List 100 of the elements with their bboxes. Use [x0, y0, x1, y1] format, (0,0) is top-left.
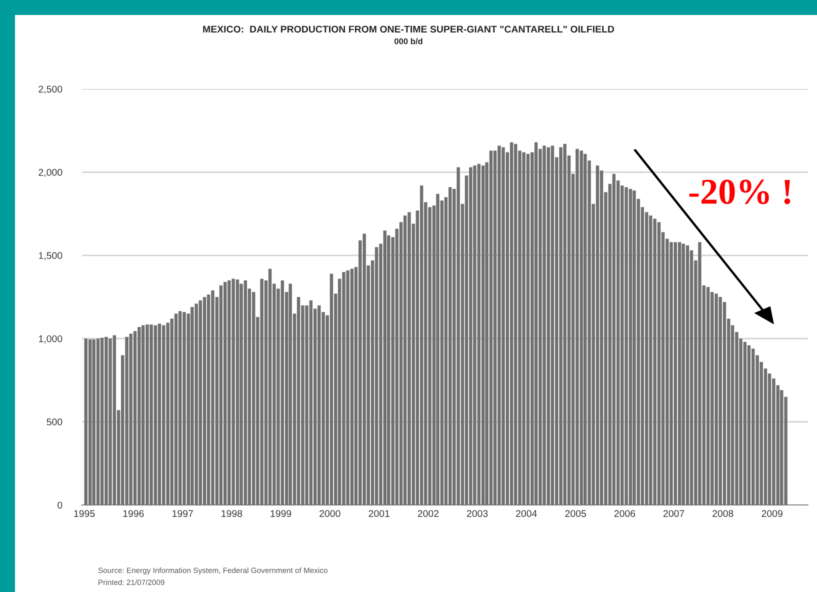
bar [550, 146, 554, 505]
bar [223, 282, 227, 505]
bar [162, 325, 166, 505]
bar [252, 292, 256, 505]
y-tick-label: 1,500 [38, 252, 62, 260]
bar [158, 324, 162, 505]
bar [150, 324, 153, 505]
bar [330, 274, 334, 505]
bar [448, 187, 452, 505]
x-tick-label: 2006 [614, 510, 636, 517]
bar [383, 230, 386, 505]
bar [268, 268, 272, 505]
bar [346, 270, 350, 505]
bar [129, 334, 132, 505]
x-tick-label: 2008 [712, 510, 734, 517]
bar [280, 280, 284, 505]
bar [436, 194, 440, 505]
bar [166, 322, 170, 505]
bar [514, 144, 518, 505]
bar [206, 294, 210, 505]
bar [288, 284, 292, 505]
bar [686, 245, 690, 505]
bar [198, 300, 202, 505]
x-tick-label: 2002 [418, 510, 439, 517]
bar [240, 284, 243, 505]
bar [84, 338, 88, 505]
y-tick-label: 1,000 [38, 335, 62, 344]
bar [747, 345, 751, 505]
x-tick-label: 1995 [74, 510, 95, 517]
bar [104, 336, 108, 505]
x-tick-label: 1997 [172, 510, 193, 517]
bar [420, 186, 424, 505]
bar [502, 147, 505, 505]
x-tick-label: 1999 [270, 510, 292, 517]
bar [211, 290, 214, 505]
bar [108, 338, 112, 505]
bar [260, 278, 264, 505]
bar [141, 325, 145, 505]
bar [674, 242, 678, 505]
bar [559, 147, 562, 505]
bar [408, 212, 411, 505]
bar [342, 272, 346, 505]
chart-subtitle: 000 b/d [394, 38, 422, 44]
bar [138, 326, 141, 505]
bar [178, 311, 182, 505]
bar [682, 244, 685, 505]
x-tick-label: 2005 [565, 510, 586, 517]
bar [456, 167, 460, 505]
bar [236, 280, 240, 505]
bar [133, 331, 137, 505]
bar [698, 242, 702, 505]
x-tick-label: 2001 [368, 510, 390, 517]
bar [522, 152, 526, 505]
chart-title: MEXICO: DAILY PRODUCTION FROM ONE-TIME SUPER-GIANT "CANTARELL" OILFIELD [203, 26, 614, 33]
bar [477, 164, 481, 505]
bar [657, 222, 661, 505]
annotation: -20% ! [689, 180, 790, 204]
bar [584, 154, 587, 505]
bar [580, 150, 583, 505]
bar [563, 144, 566, 505]
bar [92, 339, 96, 505]
x-tick-label: 2004 [516, 510, 537, 517]
y-tick-label: 0 [58, 502, 62, 509]
bar [202, 297, 206, 505]
bar [612, 174, 616, 505]
bar [718, 297, 722, 505]
bar [706, 287, 710, 505]
bar [174, 314, 178, 505]
bar [88, 339, 92, 505]
bar [649, 215, 652, 505]
bar [596, 166, 600, 505]
bar [469, 167, 472, 505]
bar [96, 338, 100, 505]
bar [510, 142, 514, 505]
bar [219, 285, 223, 505]
x-tick-label: 2000 [320, 510, 340, 517]
y-tick-label: 2,500 [38, 86, 62, 94]
bar [182, 312, 186, 505]
bar [473, 166, 476, 505]
bar [318, 305, 321, 505]
x-tick-label: 1998 [222, 510, 242, 517]
bar [678, 242, 682, 505]
bar [628, 188, 632, 505]
bar [576, 148, 579, 505]
bar [309, 300, 313, 505]
y-tick-label: 500 [46, 418, 62, 426]
bar [232, 278, 235, 505]
x-tick-label: 2003 [466, 510, 488, 517]
bar [403, 215, 407, 505]
bar [526, 154, 530, 505]
bar [489, 150, 493, 505]
bar [125, 336, 128, 505]
bar [296, 297, 300, 505]
bar [743, 342, 747, 505]
bar [670, 242, 673, 505]
bar [100, 338, 104, 505]
bar [632, 190, 636, 505]
bar [112, 335, 116, 505]
bar [752, 348, 755, 505]
bar [624, 187, 628, 505]
